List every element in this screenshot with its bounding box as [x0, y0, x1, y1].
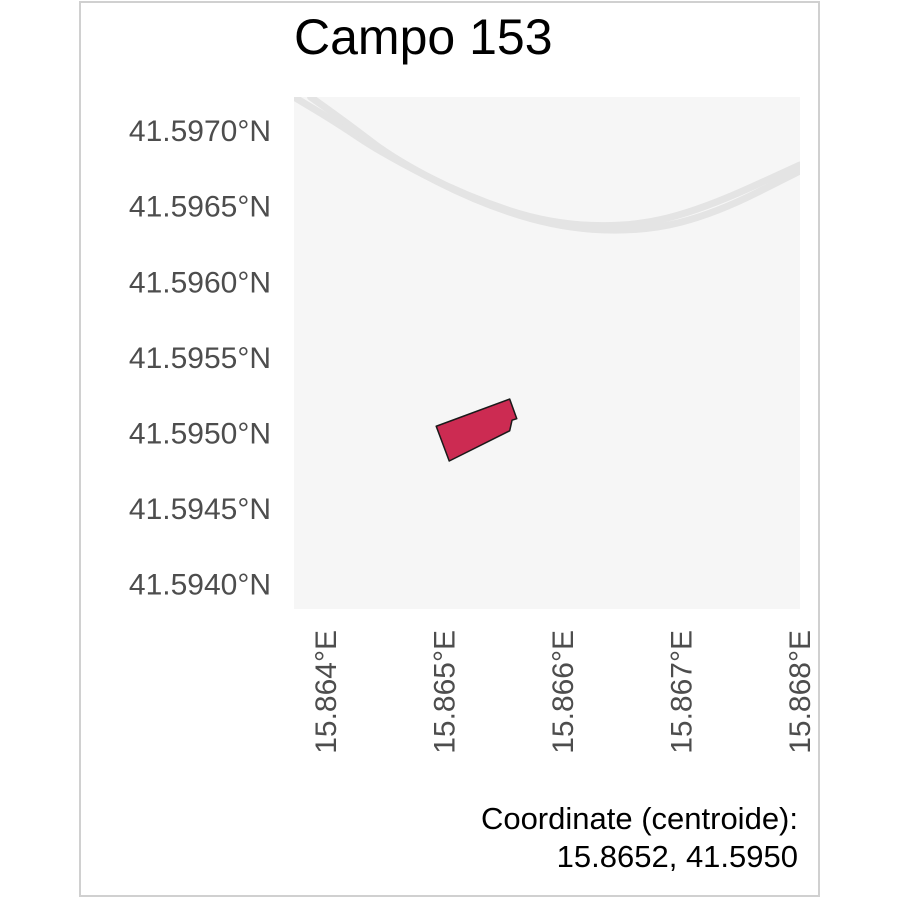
y-tick-label: 41.5960°N: [129, 266, 271, 299]
centroid-caption-label: Coordinate (centroide):: [480, 801, 798, 836]
basemap-tile: [294, 97, 800, 609]
y-tick-label: 41.5970°N: [129, 115, 271, 148]
x-tick-label: 15.864°E: [310, 630, 343, 754]
road-layer: [294, 97, 800, 234]
centroid-caption: Coordinate (centroide): 15.8652, 41.5950: [481, 800, 798, 876]
x-tick-label: 15.868°E: [784, 630, 817, 754]
centroid-caption-coordinates: 15.8652, 41.5950: [556, 839, 798, 874]
road-line-inner: [307, 97, 800, 234]
x-tick-label: 15.865°E: [428, 630, 461, 754]
x-tick-label: 15.866°E: [547, 630, 580, 754]
map-title: Campo 153: [294, 9, 553, 65]
x-tick-label: 15.867°E: [665, 630, 698, 754]
y-tick-label: 41.5950°N: [129, 417, 271, 450]
y-tick-label: 41.5945°N: [129, 493, 271, 526]
y-tick-label: 41.5955°N: [129, 342, 271, 375]
y-tick-label: 41.5940°N: [129, 568, 271, 601]
parcel-polygon: [435, 398, 518, 462]
y-tick-label: 41.5965°N: [129, 191, 271, 224]
